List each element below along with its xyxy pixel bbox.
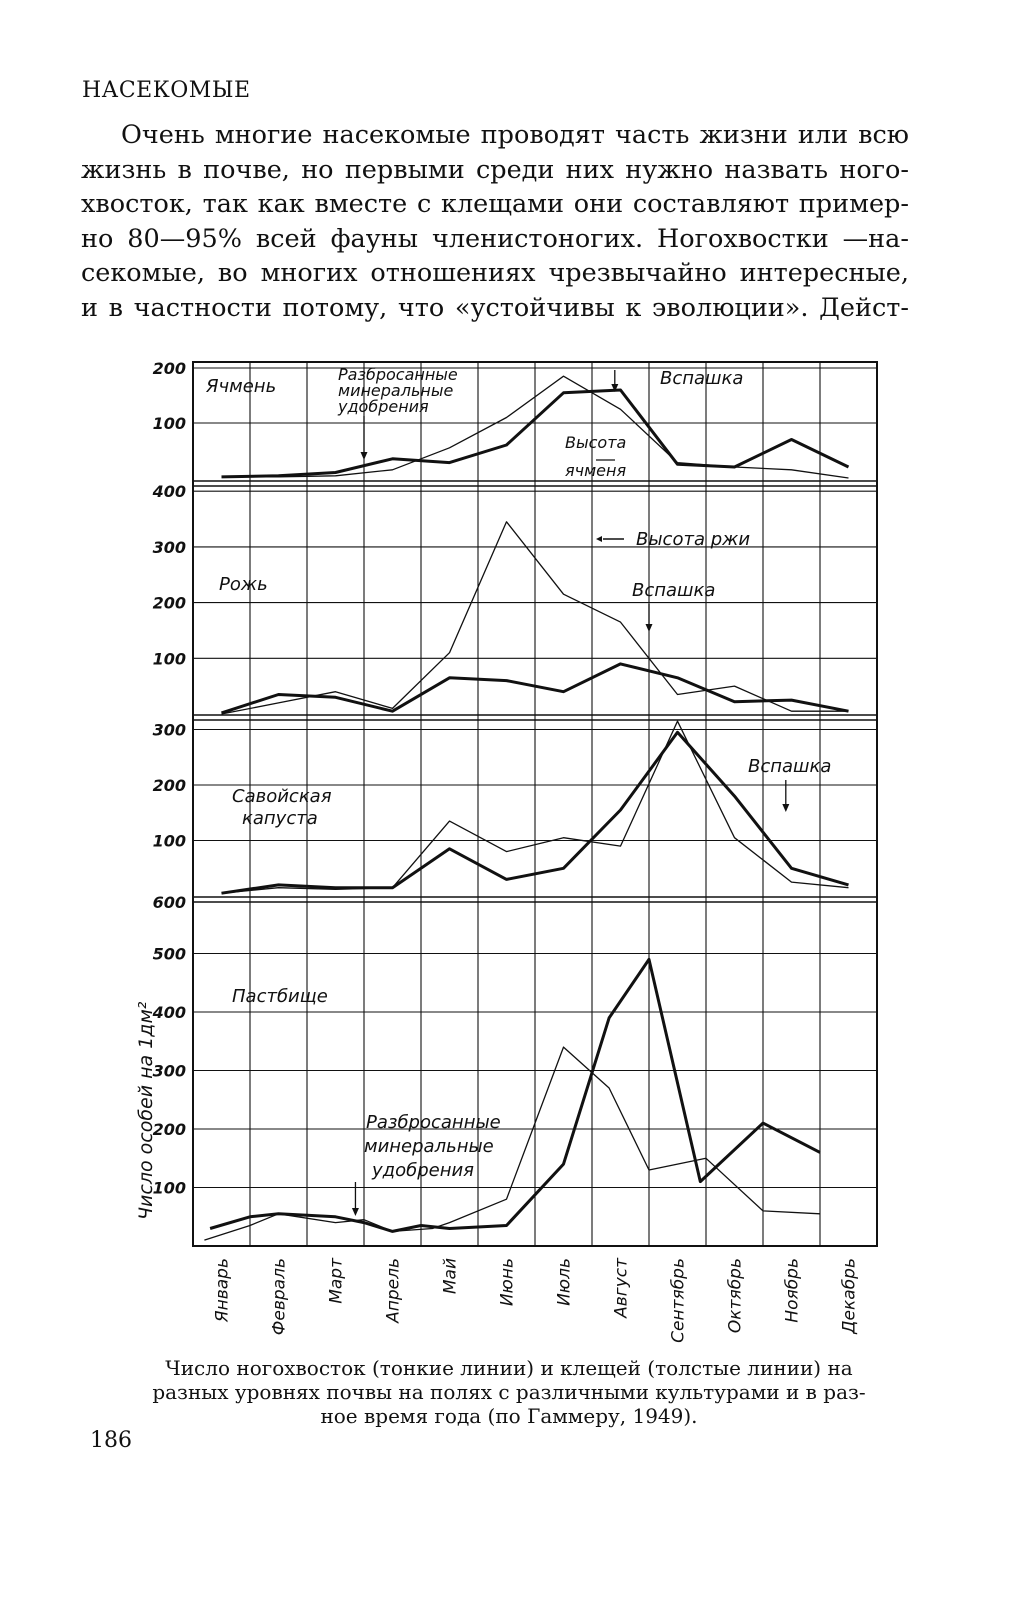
thin-series-line [221,375,849,479]
annotation-text: Вспашка [632,580,715,601]
arrowhead [596,536,602,542]
caption-line: разных уровнях почвы на полях с различны… [152,1380,866,1404]
y-axis-label: Число особей на 1дм² [135,1001,157,1220]
y-tick-label: 200 [153,594,186,613]
y-tick-label: 200 [153,359,186,378]
x-tick-label: Октябрь [726,1258,746,1333]
panel-label: Рожь [219,574,268,595]
thin-series-line [221,720,849,894]
thin-series-line [221,521,849,715]
annotation-text: Высота ржи [636,529,750,550]
x-tick-label: Июнь [498,1258,518,1306]
x-tick-label: Февраль [270,1258,290,1335]
annotation-text: удобрения [371,1160,474,1181]
body-line: секомые, во многих отношениях чрезвычайн… [81,258,909,288]
y-tick-label: 100 [153,414,186,433]
x-tick-label: Декабрь [840,1258,860,1335]
y-tick-label: 300 [153,538,186,557]
thick-series-line [221,388,850,479]
y-tick-label: 300 [153,1062,186,1081]
annotation-text: Разбросанные [366,1112,501,1133]
x-tick-label: Март [327,1257,347,1304]
annotation-text: Вспашка [748,756,831,777]
annotation-text: минеральные [364,1136,494,1157]
annotation-text: Разбросанные [338,365,458,384]
caption-line: ное время года (по Гаммеру, 1949). [320,1404,698,1428]
thick-series-line [221,730,849,895]
annotation-text: Вспашка [660,368,743,389]
thick-series-line [209,957,821,1233]
x-tick-label: Май [441,1258,461,1294]
arrowhead [611,384,619,392]
x-tick-label: Апрель [384,1258,404,1324]
body-paragraph: Очень многие насекомые проводят часть жи… [81,118,909,325]
x-tick-label: Август [612,1257,632,1319]
x-tick-label: Ноябрь [783,1258,803,1323]
x-tick-label: Январь [213,1258,233,1323]
y-tick-label: 100 [153,649,186,668]
panel-label: Пастбище [232,986,328,1007]
y-tick-label: 500 [153,945,186,964]
annotation-text: ячменя [565,461,626,480]
chart-grid [192,361,878,1247]
annotation-text: удобрения [337,397,429,416]
chart-series [204,375,850,1241]
x-tick-label: Июль [555,1258,575,1306]
arrowhead [782,804,790,812]
panel-label: Савойская [232,786,332,807]
caption-line: Число ногохвосток (тонкие линии) и клеще… [165,1356,853,1380]
annotation-text: Высота [565,433,626,452]
panel-label: капуста [242,808,318,829]
arrowhead [351,1208,359,1216]
y-tick-label: 100 [153,832,186,851]
annotation-text: минеральные [338,381,453,400]
figure-caption: Число ногохвосток (тонкие линии) и клеще… [80,1356,938,1428]
chart-labels: 200 100 400 300 200 100 300 200 100 600 500 400 300 2… [135,359,860,1343]
y-tick-label: 200 [153,776,186,795]
y-tick-label: 400 [152,482,186,501]
body-line: жизнь в почве, но первыми среди них нужн… [81,154,909,185]
y-tick-label: 200 [153,1120,186,1139]
y-tick-label: 400 [152,1003,186,1022]
arrowhead [360,452,368,460]
body-line: Очень многие насекомые проводят часть жи… [121,120,909,150]
panel-label: Ячмень [205,376,276,397]
arrowhead [645,624,653,632]
x-tick-label: Сентябрь [669,1258,689,1343]
body-line: но 80—95% всей фауны членистоногих. Ного… [81,223,909,254]
figure-chart: 200 100 400 300 200 100 300 200 100 600 500 400 300 2… [135,359,878,1343]
body-line: и в частности потому, что «устойчивы к э… [81,292,909,323]
y-tick-label: 300 [153,721,186,740]
thin-series-line [204,1046,821,1241]
body-line: хвосток, так как вместе с клещами они со… [81,189,909,219]
thick-series-line [221,662,849,715]
y-tick-label: 100 [153,1179,186,1198]
y-tick-label: 600 [153,893,186,912]
section-heading: НАСЕКОМЫЕ [82,78,251,103]
page-number: 186 [90,1428,132,1453]
